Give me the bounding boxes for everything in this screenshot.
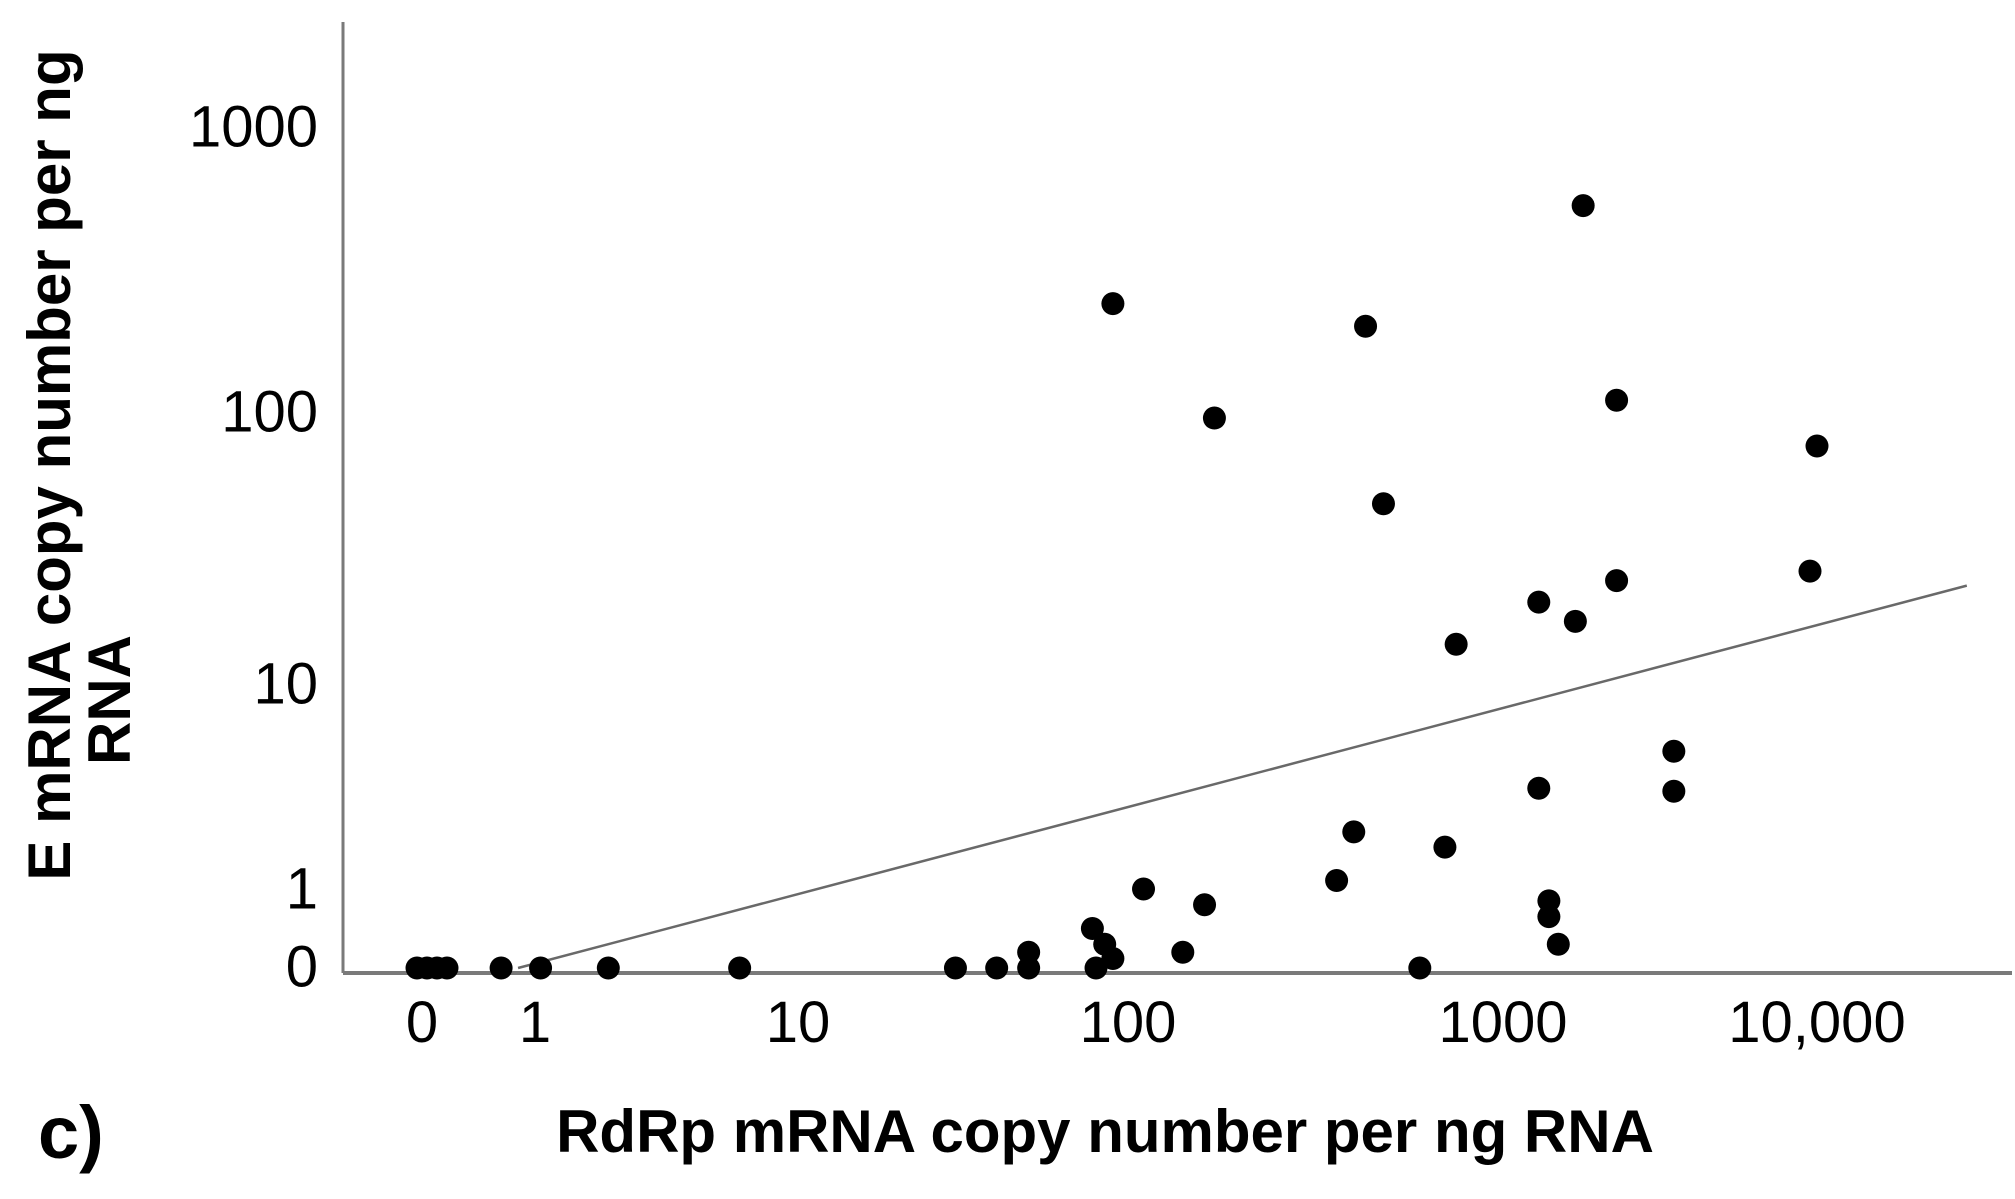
data-point <box>1132 877 1156 901</box>
data-point <box>1101 292 1125 316</box>
data-point <box>1017 940 1041 964</box>
x-tick-label: 10,000 <box>1728 990 1905 1055</box>
data-point <box>529 956 553 980</box>
data-point <box>1798 559 1822 583</box>
data-point <box>1537 889 1561 913</box>
data-point <box>1408 956 1432 980</box>
data-point <box>1354 314 1378 338</box>
data-point <box>596 956 620 980</box>
y-tick-label: 0 <box>286 935 318 1000</box>
data-point <box>1546 932 1570 956</box>
data-points <box>405 194 1829 980</box>
data-point <box>1527 776 1551 800</box>
y-tick-labels: 0 1 10 100 1000 <box>189 95 318 1000</box>
data-point <box>1563 609 1587 633</box>
y-axis-title-line2: RNA <box>76 635 143 765</box>
x-tick-label: 10 <box>766 990 831 1055</box>
data-point <box>943 956 967 980</box>
axis-titles: RdRp mRNA copy number per ng RNA E mRNA c… <box>16 49 1654 1174</box>
trendline-group <box>517 584 1968 970</box>
data-point <box>1605 388 1629 412</box>
x-tick-labels: 0 1 10 100 1000 10,000 <box>406 990 1906 1055</box>
panel-label: c) <box>38 1091 104 1174</box>
data-point <box>1342 820 1366 844</box>
x-tick-label: 1000 <box>1438 990 1567 1055</box>
data-point <box>489 956 513 980</box>
x-axis-title: RdRp mRNA copy number per ng RNA <box>556 1098 1654 1165</box>
data-point <box>1101 947 1125 971</box>
x-tick-label: 100 <box>1080 990 1177 1055</box>
data-point <box>1444 632 1468 656</box>
x-tick-label: 0 <box>406 990 438 1055</box>
data-point <box>1202 406 1226 430</box>
data-point <box>1193 893 1217 917</box>
data-point <box>1571 194 1595 218</box>
data-point <box>1171 940 1195 964</box>
data-point <box>1371 492 1395 516</box>
data-point <box>728 956 752 980</box>
data-point <box>1605 569 1629 593</box>
data-point <box>1433 835 1457 859</box>
data-point <box>1325 869 1349 893</box>
y-tick-label: 10 <box>253 652 318 717</box>
y-tick-label: 100 <box>221 380 318 445</box>
data-point <box>435 956 459 980</box>
data-point <box>1805 434 1829 458</box>
axes <box>341 22 2012 975</box>
y-axis-title-line1: E mRNA copy number per ng <box>16 49 83 880</box>
data-point <box>1662 739 1686 763</box>
data-point <box>1537 905 1561 929</box>
data-point <box>1662 779 1686 803</box>
x-tick-label: 1 <box>519 990 551 1055</box>
data-point <box>1080 917 1104 940</box>
regression-line <box>517 584 1968 970</box>
y-tick-label: 1000 <box>189 95 318 160</box>
data-point <box>1017 956 1041 980</box>
data-point <box>1084 956 1108 980</box>
y-tick-label: 1 <box>286 857 318 922</box>
data-point <box>1527 590 1551 614</box>
data-point <box>985 956 1009 980</box>
